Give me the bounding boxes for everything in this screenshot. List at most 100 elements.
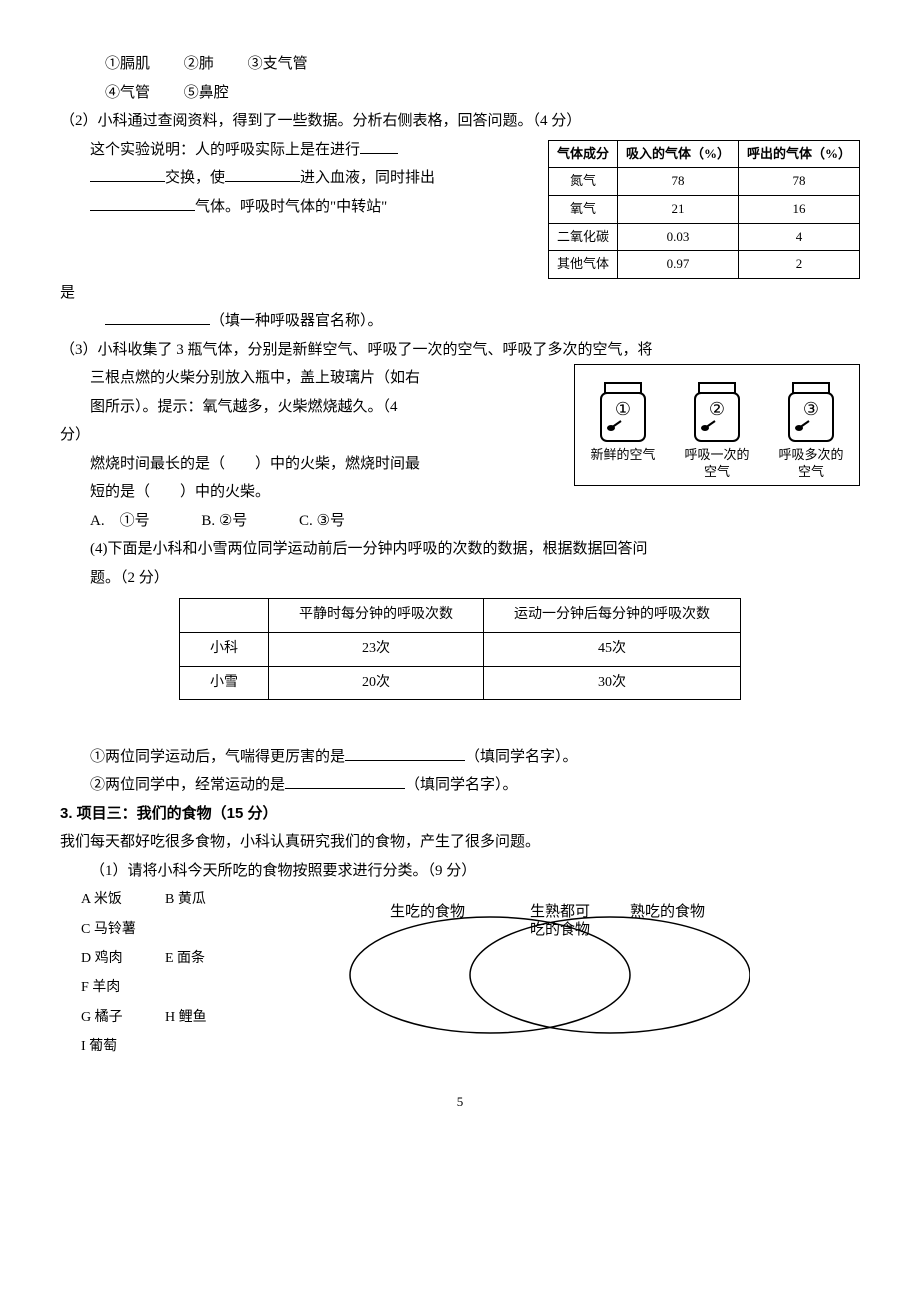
th: 呼出的气体（%）	[738, 140, 859, 168]
q4-text: （填同学名字）。	[405, 777, 518, 793]
food: D 鸡肉	[81, 944, 165, 973]
food: G 橘子	[81, 1003, 165, 1032]
food: B 黄瓜	[165, 885, 249, 914]
q4-sub2: ②两位同学中，经常运动的是 （填同学名字）。	[60, 771, 860, 800]
td: 2	[738, 251, 859, 279]
td: 小雪	[180, 666, 269, 700]
bottle-icon: ②	[687, 373, 747, 445]
opt[interactable]: C. ③号	[299, 507, 345, 536]
q1-items-line2: ④气管 ⑤鼻腔	[60, 79, 860, 108]
q4-text: （填同学名字）。	[465, 749, 578, 765]
q3-line: 短的是（ ）中的火柴。	[60, 478, 554, 507]
bottle: ③ 呼吸多次的空气	[769, 373, 853, 481]
q3-prompt: （3）小科收集了 3 瓶气体，分别是新鲜空气、呼吸了一次的空气、呼吸了多次的空气…	[60, 336, 860, 365]
svg-text:②: ②	[709, 399, 725, 419]
th: 吸入的气体（%）	[617, 140, 738, 168]
td: 氧气	[548, 195, 617, 223]
opt[interactable]: B. ②号	[201, 507, 247, 536]
q4-sub1: ①两位同学运动后，气喘得更厉害的是 （填同学名字）。	[60, 743, 860, 772]
page-number: 5	[60, 1090, 860, 1115]
food: A 米饭	[81, 885, 165, 914]
q2-fill-text: 这个实验说明：人的呼吸实际上是在进行 交换，使 进入血液，同时排出 气体。呼吸时气…	[60, 136, 528, 222]
th: 气体成分	[548, 140, 617, 168]
q4-text: ①两位同学运动后，气喘得更厉害的是	[90, 749, 345, 765]
q3-body: 三根点燃的火柴分别放入瓶中，盖上玻璃片（如右 图所示）。提示：氧气越多，火柴燃烧…	[60, 364, 554, 535]
q4-prompt: (4)下面是小科和小雪两位同学运动前后一分钟内呼吸的次数的数据，根据数据回答问	[60, 535, 860, 564]
bottle-icon: ③	[781, 373, 841, 445]
q4-prompt2: 题。（2 分）	[60, 564, 860, 593]
q2-prompt: （2）小科通过查阅资料，得到了一些数据。分析右侧表格，回答问题。（4 分）	[60, 107, 860, 136]
blank[interactable]	[105, 310, 210, 325]
q2-text: 这个实验说明：人的呼吸实际上是在进行	[90, 142, 360, 158]
th: 平静时每分钟的呼吸次数	[269, 599, 484, 633]
q1-item: ④气管	[105, 85, 150, 101]
food: E 面条	[165, 944, 249, 973]
td: 23次	[269, 633, 484, 667]
food: F 羊肉	[81, 973, 165, 1002]
gas-table-wrap: 气体成分 吸入的气体（%） 呼出的气体（%） 氮气7878 氧气2116 二氧化…	[548, 136, 860, 279]
food: I 葡萄	[81, 1032, 165, 1061]
q1-item: ⑤鼻腔	[184, 85, 229, 101]
blank[interactable]	[90, 196, 195, 211]
td: 20次	[269, 666, 484, 700]
td: 二氧化碳	[548, 223, 617, 251]
bottle-label: 新鲜的空气	[590, 447, 655, 464]
blank[interactable]	[360, 139, 398, 154]
q1-item: ①膈肌	[105, 56, 150, 72]
blank[interactable]	[225, 167, 300, 182]
project3-title: 3. 项目三：我们的食物（15 分）	[60, 800, 860, 829]
td: 4	[738, 223, 859, 251]
td: 氮气	[548, 168, 617, 196]
bottle-label: 呼吸多次的空气	[778, 447, 843, 481]
q3-line: 燃烧时间最长的是（ ）中的火柴，燃烧时间最	[60, 450, 554, 479]
q1-items-line1: ①膈肌 ②肺 ③支气管	[60, 50, 860, 79]
bottle-icon: ①	[593, 373, 653, 445]
q2-last-line: （填一种呼吸器官名称）。	[60, 307, 860, 336]
td: 78	[738, 168, 859, 196]
blank[interactable]	[345, 746, 465, 761]
food: H 鲤鱼	[165, 1003, 249, 1032]
q1-item: ②肺	[184, 56, 214, 72]
q2-text-e: 是	[60, 279, 860, 308]
svg-text:③: ③	[803, 399, 819, 419]
p3-q1: （1）请将小科今天所吃的食物按照要求进行分类。（9 分）	[60, 857, 860, 886]
td: 21	[617, 195, 738, 223]
q3-line: 三根点燃的火柴分别放入瓶中，盖上玻璃片（如右	[60, 364, 554, 393]
q2-text: （填一种呼吸器官名称）。	[210, 313, 383, 329]
th: 运动一分钟后每分钟的呼吸次数	[484, 599, 741, 633]
venn-diagram: 生吃的食物 生熟都可吃的食物 熟吃的食物	[330, 885, 860, 1045]
td: 45次	[484, 633, 741, 667]
svg-text:①: ①	[615, 399, 631, 419]
q2-text: 交换，使	[165, 170, 225, 186]
venn-label-mid: 生熟都可吃的食物	[515, 903, 605, 939]
q4-text: ②两位同学中，经常运动的是	[90, 777, 285, 793]
food-list: A 米饭B 黄瓜C 马铃薯 D 鸡肉E 面条F 羊肉 G 橘子H 鲤鱼I 葡萄	[60, 885, 320, 1061]
td: 16	[738, 195, 859, 223]
q2-text: 气体。呼吸时气体的"中转站"	[195, 199, 387, 215]
q3-line: 分）	[60, 421, 554, 450]
venn-label-right: 熟吃的食物	[630, 903, 705, 921]
th	[180, 599, 269, 633]
q1-item: ③支气管	[248, 56, 308, 72]
opt[interactable]: A. ①号	[90, 507, 150, 536]
breath-table: 平静时每分钟的呼吸次数 运动一分钟后每分钟的呼吸次数 小科23次45次 小雪20…	[179, 598, 741, 700]
td: 0.97	[617, 251, 738, 279]
project3-intro: 我们每天都好吃很多食物，小科认真研究我们的食物，产生了很多问题。	[60, 828, 860, 857]
bottle-label: 呼吸一次的空气	[684, 447, 749, 481]
blank[interactable]	[90, 167, 165, 182]
gas-table: 气体成分 吸入的气体（%） 呼出的气体（%） 氮气7878 氧气2116 二氧化…	[548, 140, 860, 279]
td: 其他气体	[548, 251, 617, 279]
bottle: ① 新鲜的空气	[581, 373, 665, 481]
td: 小科	[180, 633, 269, 667]
td: 30次	[484, 666, 741, 700]
q3-options: A. ①号 B. ②号 C. ③号	[60, 507, 554, 536]
bottle: ② 呼吸一次的空气	[675, 373, 759, 481]
bottles-figure: ① 新鲜的空气 ② 呼吸一次的空气 ③ 呼	[574, 364, 860, 486]
venn-label-left: 生吃的食物	[390, 903, 465, 921]
td: 0.03	[617, 223, 738, 251]
blank[interactable]	[285, 774, 405, 789]
food: C 马铃薯	[81, 915, 165, 944]
q2-text: 进入血液，同时排出	[300, 170, 435, 186]
q3-line: 图所示）。提示：氧气越多，火柴燃烧越久。（4	[60, 393, 554, 422]
td: 78	[617, 168, 738, 196]
